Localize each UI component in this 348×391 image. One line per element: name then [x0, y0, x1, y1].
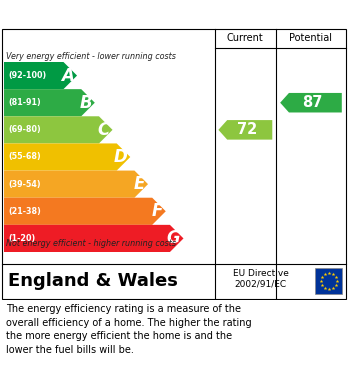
Text: England & Wales: England & Wales: [8, 272, 178, 290]
Text: Potential: Potential: [290, 33, 332, 43]
Text: (55-68): (55-68): [8, 152, 41, 161]
Text: B: B: [79, 94, 92, 112]
Polygon shape: [4, 225, 183, 252]
Text: (21-38): (21-38): [8, 207, 41, 216]
Text: (69-80): (69-80): [8, 126, 41, 135]
Polygon shape: [219, 120, 272, 140]
Text: (81-91): (81-91): [8, 98, 41, 107]
Text: Not energy efficient - higher running costs: Not energy efficient - higher running co…: [6, 239, 176, 248]
Text: Current: Current: [227, 33, 264, 43]
Text: (39-54): (39-54): [8, 179, 41, 188]
Polygon shape: [280, 93, 342, 113]
Polygon shape: [4, 198, 166, 225]
Text: F: F: [151, 202, 163, 220]
Polygon shape: [4, 116, 112, 143]
Polygon shape: [4, 89, 95, 116]
Text: (1-20): (1-20): [8, 234, 35, 243]
Bar: [316, 268, 342, 294]
Text: E: E: [134, 175, 145, 193]
Text: D: D: [113, 148, 127, 166]
Text: EU Directive
2002/91/EC: EU Directive 2002/91/EC: [233, 269, 288, 289]
Text: C: C: [97, 121, 110, 139]
Text: Energy Efficiency Rating: Energy Efficiency Rating: [9, 7, 230, 22]
Text: Very energy efficient - lower running costs: Very energy efficient - lower running co…: [6, 52, 176, 61]
Text: (92-100): (92-100): [8, 71, 46, 80]
Text: G: G: [167, 230, 181, 248]
Text: 72: 72: [237, 122, 257, 137]
Polygon shape: [4, 62, 77, 89]
Polygon shape: [4, 170, 148, 198]
Text: 87: 87: [302, 95, 323, 110]
Text: A: A: [61, 66, 74, 84]
Polygon shape: [4, 143, 130, 170]
Text: The energy efficiency rating is a measure of the
overall efficiency of a home. T: The energy efficiency rating is a measur…: [6, 304, 252, 355]
